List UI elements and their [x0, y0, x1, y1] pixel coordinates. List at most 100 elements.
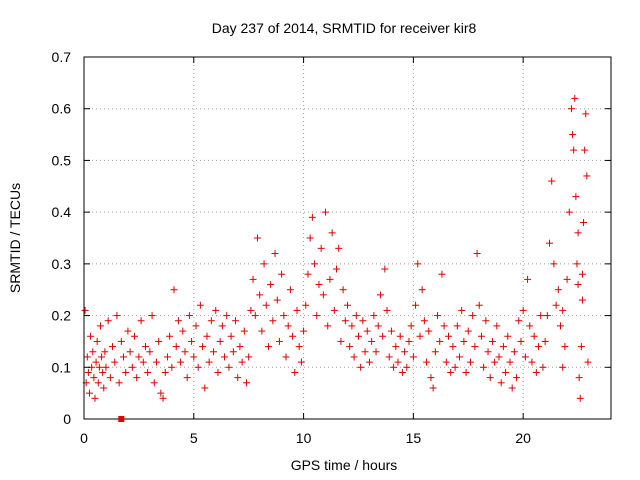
data-point — [416, 332, 424, 340]
data-point — [335, 244, 343, 252]
data-point — [304, 270, 312, 278]
x-tick-label: 0 — [80, 430, 88, 446]
data-point — [137, 317, 145, 325]
data-point — [98, 353, 106, 361]
data-point — [172, 343, 180, 351]
data-point — [497, 379, 505, 387]
data-point — [344, 301, 351, 309]
data-point — [359, 317, 367, 325]
data-point — [308, 213, 316, 221]
data-point — [135, 353, 143, 361]
data-point — [293, 306, 301, 314]
x-axis-tick-labels: 0 5 10 15 20 — [80, 430, 531, 446]
data-point — [451, 363, 459, 371]
data-point — [284, 322, 292, 330]
data-point — [218, 322, 226, 330]
data-point — [569, 131, 577, 139]
data-point — [306, 234, 314, 242]
data-point — [352, 312, 360, 320]
data-point — [89, 348, 97, 356]
data-point — [537, 312, 545, 320]
data-point — [196, 301, 204, 309]
data-point — [574, 229, 582, 237]
data-point — [420, 317, 428, 325]
data-point — [185, 312, 193, 320]
data-point — [295, 343, 303, 351]
data-point — [90, 374, 98, 382]
x-tick-label: 15 — [406, 430, 422, 446]
data-point — [322, 208, 330, 216]
data-point — [565, 208, 573, 216]
data-point — [111, 358, 119, 366]
data-point — [317, 244, 325, 252]
data-point — [510, 348, 518, 356]
data-point — [469, 312, 477, 320]
data-point — [269, 317, 277, 325]
data-point — [559, 306, 567, 314]
data-point — [480, 363, 488, 371]
x-tick-label: 5 — [190, 430, 198, 446]
data-point — [253, 234, 261, 242]
data-point — [484, 348, 492, 356]
data-point — [392, 343, 400, 351]
data-point — [163, 353, 171, 361]
data-point — [541, 337, 549, 345]
data-point — [84, 368, 92, 376]
data-point — [559, 363, 567, 371]
data-point — [275, 337, 283, 345]
data-point — [513, 374, 521, 382]
data-point — [521, 353, 529, 361]
data-point — [427, 374, 435, 382]
data-point — [387, 327, 395, 335]
data-point — [328, 229, 336, 237]
data-point — [106, 374, 114, 382]
data-point — [379, 332, 387, 340]
data-point — [530, 332, 538, 340]
data-point — [120, 353, 128, 361]
data-point — [532, 368, 540, 376]
data-point — [383, 306, 391, 314]
data-point — [385, 353, 393, 361]
data-points — [81, 94, 592, 402]
y-tick-label: 0.4 — [52, 204, 72, 220]
data-point — [575, 374, 583, 382]
data-point — [152, 358, 160, 366]
data-point — [436, 337, 444, 345]
data-point — [207, 317, 215, 325]
data-point — [418, 286, 426, 294]
data-point — [584, 358, 592, 366]
data-point — [302, 301, 310, 309]
data-point — [535, 343, 543, 351]
data-point — [267, 281, 275, 289]
data-point — [368, 337, 376, 345]
data-point — [455, 353, 463, 361]
data-point — [337, 337, 345, 345]
data-point — [81, 306, 89, 314]
data-point — [223, 312, 231, 320]
data-point — [122, 368, 130, 376]
data-point — [526, 322, 534, 330]
data-point — [405, 337, 413, 345]
data-point — [576, 394, 584, 402]
data-point — [146, 348, 154, 356]
data-point — [183, 374, 191, 382]
data-point — [139, 358, 147, 366]
data-point — [221, 353, 229, 361]
data-point — [234, 374, 242, 382]
data-point — [506, 358, 514, 366]
y-tick-label: 0.3 — [52, 256, 72, 272]
data-point — [440, 322, 448, 330]
data-point — [194, 363, 202, 371]
data-point — [354, 332, 362, 340]
data-point — [300, 327, 308, 335]
data-point — [546, 239, 554, 247]
data-point — [144, 368, 152, 376]
data-point — [581, 146, 589, 154]
data-point — [543, 312, 551, 320]
data-point — [96, 322, 104, 330]
data-point — [447, 368, 455, 376]
data-point — [580, 218, 588, 226]
data-point — [280, 312, 288, 320]
data-point — [438, 270, 446, 278]
data-point — [315, 281, 323, 289]
